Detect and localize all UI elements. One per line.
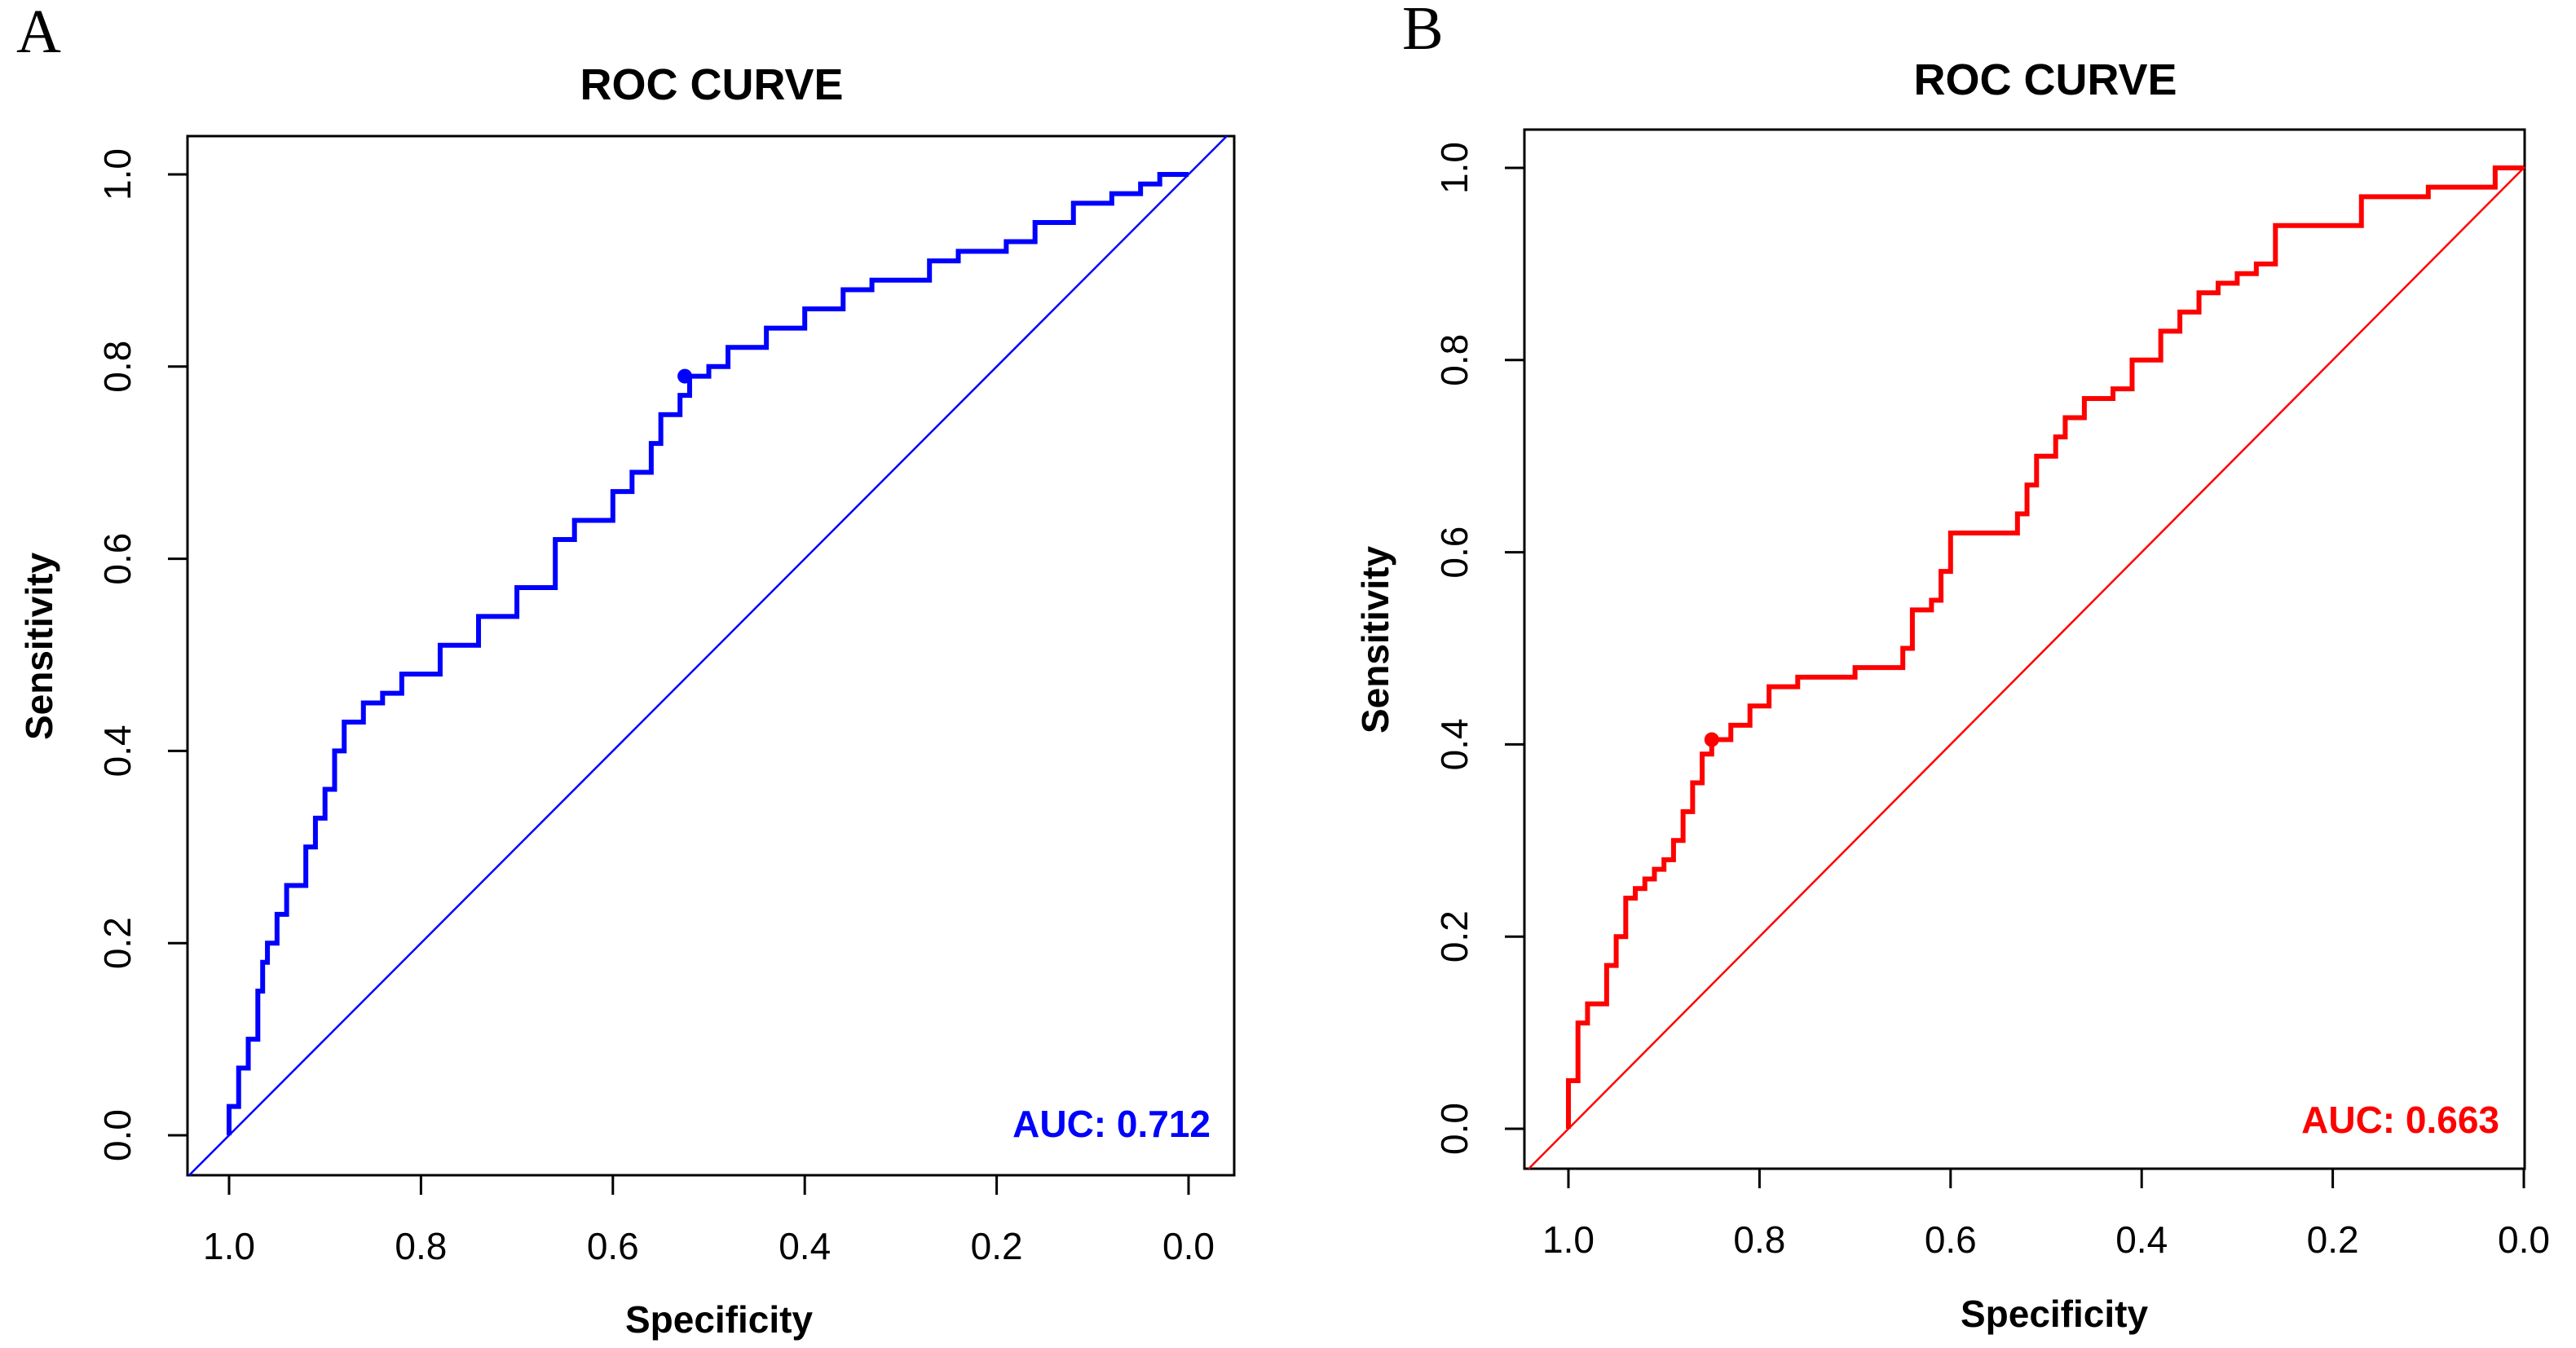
panel-b-letter: B — [1402, 0, 1444, 63]
x-tick-label: 0.4 — [779, 1225, 831, 1267]
panel-a-plot-frame — [186, 134, 1236, 1177]
panel-a: A ROC CURVE 1.0 0.8 0.6 0.4 0.2 0.0 0.0 0.2 0.4… — [16, 0, 1236, 1341]
panel-a-auc-label: AUC: 0.712 — [1012, 1103, 1211, 1145]
y-tick-label: 0.6 — [96, 533, 139, 585]
panel-a-chance-line — [188, 135, 1228, 1176]
panel-a-x-axis-label: Specificity — [625, 1298, 814, 1341]
panel-a-roc-curve — [227, 172, 1189, 1135]
x-tick-label: 0.2 — [971, 1225, 1023, 1267]
x-tick-label: 0.8 — [395, 1225, 447, 1267]
y-tick-label: 0.0 — [1433, 1103, 1475, 1155]
y-tick-label: 0.0 — [96, 1109, 139, 1161]
x-tick-label: 0.8 — [1733, 1218, 1785, 1261]
panel-b-x-axis-label: Specificity — [1961, 1293, 2149, 1335]
panel-a-title: ROC CURVE — [580, 60, 843, 109]
x-tick-label: 0.2 — [2307, 1218, 2359, 1261]
panel-b-plot-frame — [1523, 128, 2526, 1170]
panel-a-y-axis-label: Sensitivity — [18, 553, 60, 741]
panel-b-threshold-point — [1704, 732, 1719, 747]
x-tick-label: 1.0 — [1542, 1218, 1595, 1261]
y-tick-label: 0.8 — [1433, 334, 1475, 386]
panel-a-threshold-point — [677, 368, 693, 384]
panel-b-y-axis-label: Sensitivity — [1354, 546, 1396, 734]
x-tick-label: 0.6 — [587, 1225, 639, 1267]
x-tick-label: 0.4 — [2115, 1218, 2168, 1261]
panel-a-x-axis: 1.0 0.8 0.6 0.4 0.2 0.0 — [203, 1175, 1215, 1267]
y-tick-label: 0.4 — [96, 725, 139, 777]
x-tick-label: 0.0 — [1162, 1225, 1215, 1267]
panel-b-roc-curve — [1566, 165, 2524, 1129]
panel-a-y-axis: 0.0 0.2 0.4 0.6 0.8 1.0 — [96, 148, 187, 1161]
panel-b-chance-line — [1528, 166, 2525, 1170]
panel-b-x-axis: 1.0 0.8 0.6 0.4 0.2 0.0 — [1542, 1169, 2550, 1261]
panel-b-y-axis: 0.0 0.2 0.4 0.6 0.8 1.0 — [1433, 142, 1524, 1155]
panel-b: B ROC CURVE 1.0 0.8 0.6 0.4 0.2 0.0 0.0 0.2 0.4… — [1354, 0, 2550, 1335]
y-tick-label: 1.0 — [1433, 142, 1475, 194]
x-tick-label: 0.0 — [2498, 1218, 2550, 1261]
panel-b-auc-label: AUC: 0.663 — [2301, 1099, 2499, 1141]
panel-a-letter: A — [16, 0, 61, 66]
y-tick-label: 0.8 — [96, 341, 139, 393]
y-tick-label: 0.2 — [1433, 910, 1475, 963]
panel-b-title: ROC CURVE — [1913, 55, 2177, 104]
y-tick-label: 0.4 — [1433, 718, 1475, 770]
x-tick-label: 0.6 — [1925, 1218, 1977, 1261]
y-tick-label: 0.2 — [96, 917, 139, 969]
y-tick-label: 1.0 — [96, 148, 139, 200]
y-tick-label: 0.6 — [1433, 526, 1475, 579]
x-tick-label: 1.0 — [203, 1225, 255, 1267]
